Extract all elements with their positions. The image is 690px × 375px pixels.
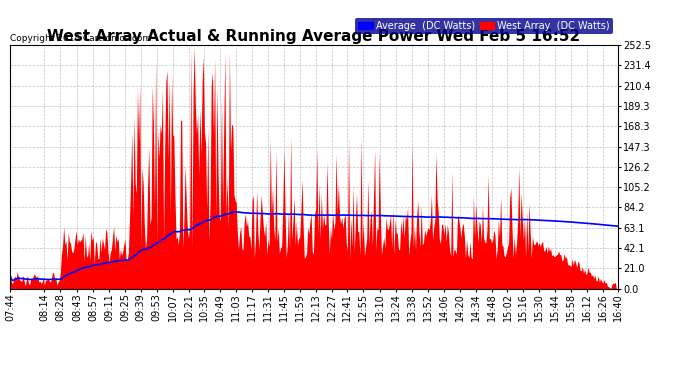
Text: Copyright 2014 Cartronics.com: Copyright 2014 Cartronics.com xyxy=(10,34,152,43)
Title: West Array Actual & Running Average Power Wed Feb 5 16:52: West Array Actual & Running Average Powe… xyxy=(48,29,580,44)
Legend: Average  (DC Watts), West Array  (DC Watts): Average (DC Watts), West Array (DC Watts… xyxy=(355,18,613,34)
